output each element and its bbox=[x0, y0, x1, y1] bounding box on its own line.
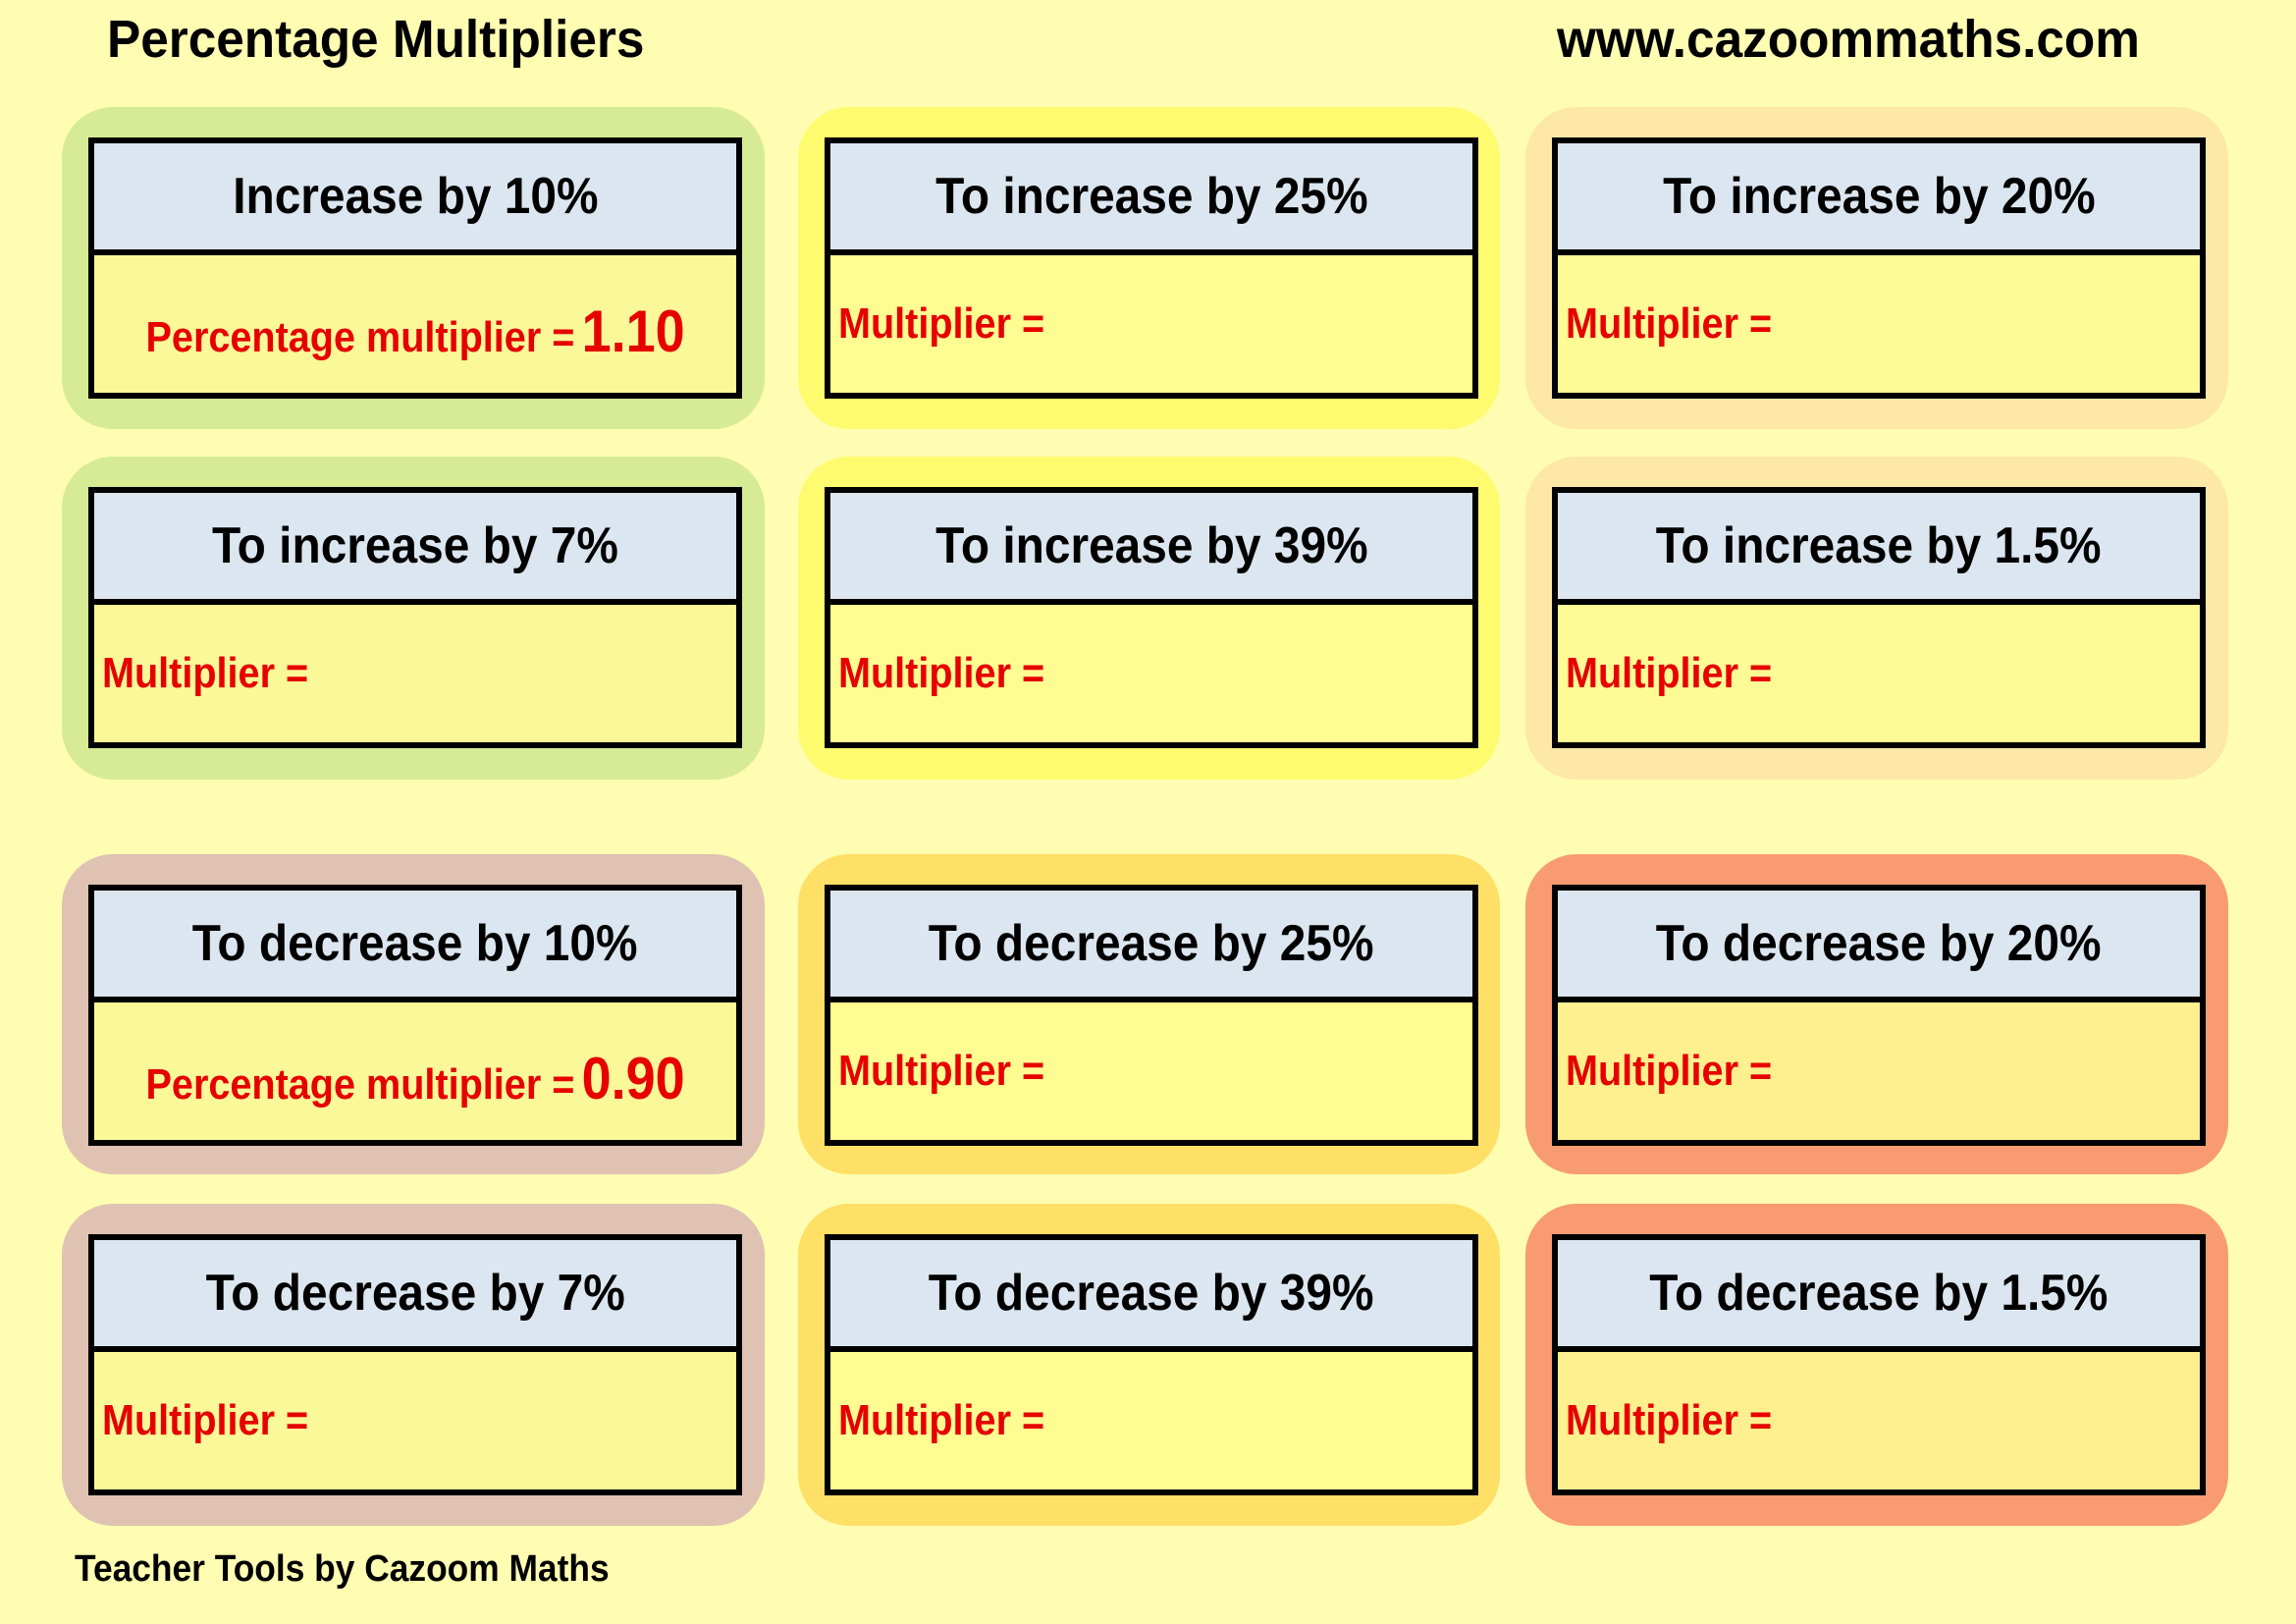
card-answer-area[interactable]: Multiplier = bbox=[830, 605, 1472, 742]
footer-credit: Teacher Tools by Cazoom Maths bbox=[75, 1548, 610, 1590]
card-title: To decrease by 1.5% bbox=[1649, 1265, 2109, 1322]
card-answer-area: Percentage multiplier = 0.90 bbox=[94, 1002, 736, 1140]
card-title: To decrease by 20% bbox=[1656, 915, 2102, 972]
card-title: To increase by 25% bbox=[934, 168, 1368, 225]
multiplier-label: Percentage multiplier = 1.10 bbox=[145, 298, 684, 365]
multiplier-label: Multiplier = bbox=[838, 299, 1045, 348]
multiplier-label: Multiplier = bbox=[1566, 649, 1773, 697]
multiplier-label: Multiplier = bbox=[102, 1396, 309, 1444]
card-header: To decrease by 20% bbox=[1558, 891, 2200, 1002]
card-header: Increase by 10% bbox=[94, 143, 736, 255]
card-header: To increase by 7% bbox=[94, 493, 736, 605]
multiplier-label: Multiplier = bbox=[1566, 1396, 1773, 1444]
multiplier-label: Multiplier = bbox=[838, 649, 1045, 697]
card-box: To increase by 25% Multiplier = bbox=[825, 137, 1478, 399]
multiplier-label: Multiplier = bbox=[1566, 1047, 1773, 1095]
card-header: To increase by 25% bbox=[830, 143, 1472, 255]
card-box: To increase by 7% Multiplier = bbox=[88, 487, 742, 748]
card-title: To increase by 1.5% bbox=[1656, 517, 2102, 574]
card-box: To decrease by 20% Multiplier = bbox=[1552, 885, 2206, 1146]
card-answer-area[interactable]: Multiplier = bbox=[1558, 1002, 2200, 1140]
card-box: To increase by 20% Multiplier = bbox=[1552, 137, 2206, 399]
card-box: To decrease by 10% Percentage multiplier… bbox=[88, 885, 742, 1146]
card-box: To decrease by 1.5% Multiplier = bbox=[1552, 1234, 2206, 1495]
multiplier-label: Multiplier = bbox=[1566, 299, 1773, 348]
card-increase-20: To increase by 20% Multiplier = bbox=[1525, 107, 2228, 429]
multiplier-label: Multiplier = bbox=[838, 1396, 1045, 1444]
card-header: To decrease by 7% bbox=[94, 1240, 736, 1352]
website-url[interactable]: www.cazoommaths.com bbox=[1557, 10, 2140, 69]
multiplier-answer: 0.90 bbox=[581, 1045, 685, 1111]
card-title: To increase by 39% bbox=[934, 517, 1368, 574]
multiplier-label: Multiplier = bbox=[102, 649, 309, 697]
card-decrease-25: To decrease by 25% Multiplier = bbox=[798, 854, 1500, 1174]
card-increase-7: To increase by 7% Multiplier = bbox=[62, 457, 765, 780]
card-box: To decrease by 39% Multiplier = bbox=[825, 1234, 1478, 1495]
card-answer-area[interactable]: Multiplier = bbox=[1558, 255, 2200, 393]
card-box: To decrease by 7% Multiplier = bbox=[88, 1234, 742, 1495]
multiplier-label-text: Percentage multiplier = bbox=[145, 1059, 575, 1109]
card-box: To increase by 39% Multiplier = bbox=[825, 487, 1478, 748]
multiplier-label-text: Percentage multiplier = bbox=[145, 312, 575, 361]
card-title: To decrease by 7% bbox=[205, 1265, 625, 1322]
card-answer-area[interactable]: Multiplier = bbox=[830, 1002, 1472, 1140]
card-title: To decrease by 39% bbox=[929, 1265, 1374, 1322]
card-decrease-1-5: To decrease by 1.5% Multiplier = bbox=[1525, 1204, 2228, 1526]
card-header: To decrease by 10% bbox=[94, 891, 736, 1002]
page-title: Percentage Multipliers bbox=[107, 10, 645, 69]
card-decrease-10: To decrease by 10% Percentage multiplier… bbox=[62, 854, 765, 1174]
card-answer-area[interactable]: Multiplier = bbox=[1558, 1352, 2200, 1489]
card-header: To increase by 1.5% bbox=[1558, 493, 2200, 605]
card-answer-area[interactable]: Multiplier = bbox=[830, 1352, 1472, 1489]
card-box: To increase by 1.5% Multiplier = bbox=[1552, 487, 2206, 748]
card-increase-1-5: To increase by 1.5% Multiplier = bbox=[1525, 457, 2228, 780]
card-decrease-39: To decrease by 39% Multiplier = bbox=[798, 1204, 1500, 1526]
card-title: To increase by 7% bbox=[212, 517, 618, 574]
card-title: Increase by 10% bbox=[232, 168, 599, 225]
card-increase-10: Increase by 10% Percentage multiplier = 1… bbox=[62, 107, 765, 429]
card-decrease-7: To decrease by 7% Multiplier = bbox=[62, 1204, 765, 1526]
card-increase-39: To increase by 39% Multiplier = bbox=[798, 457, 1500, 780]
card-answer-area: Percentage multiplier = 1.10 bbox=[94, 255, 736, 393]
card-box: Increase by 10% Percentage multiplier = 1… bbox=[88, 137, 742, 399]
card-box: To decrease by 25% Multiplier = bbox=[825, 885, 1478, 1146]
card-header: To decrease by 39% bbox=[830, 1240, 1472, 1352]
card-header: To increase by 39% bbox=[830, 493, 1472, 605]
card-title: To decrease by 25% bbox=[929, 915, 1374, 972]
card-answer-area[interactable]: Multiplier = bbox=[94, 605, 736, 742]
card-answer-area[interactable]: Multiplier = bbox=[1558, 605, 2200, 742]
card-title: To decrease by 10% bbox=[192, 915, 638, 972]
multiplier-answer: 1.10 bbox=[581, 298, 685, 364]
multiplier-label: Percentage multiplier = 0.90 bbox=[145, 1045, 684, 1112]
card-header: To decrease by 25% bbox=[830, 891, 1472, 1002]
card-decrease-20: To decrease by 20% Multiplier = bbox=[1525, 854, 2228, 1174]
card-header: To decrease by 1.5% bbox=[1558, 1240, 2200, 1352]
card-answer-area[interactable]: Multiplier = bbox=[830, 255, 1472, 393]
card-increase-25: To increase by 25% Multiplier = bbox=[798, 107, 1500, 429]
card-title: To increase by 20% bbox=[1662, 168, 2096, 225]
card-answer-area[interactable]: Multiplier = bbox=[94, 1352, 736, 1489]
multiplier-label: Multiplier = bbox=[838, 1047, 1045, 1095]
card-header: To increase by 20% bbox=[1558, 143, 2200, 255]
